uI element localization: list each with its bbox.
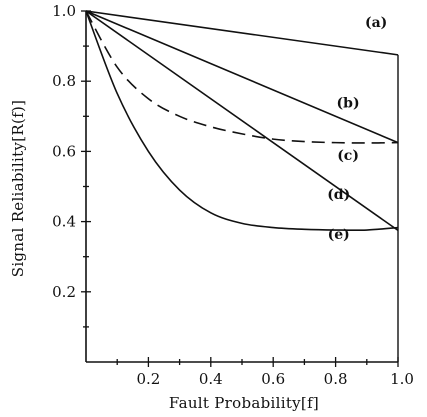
x-tick-label: 1.0 <box>390 370 414 388</box>
x-tick-label: 0.4 <box>199 370 223 388</box>
x-tick-label: 0.8 <box>324 370 348 388</box>
series-line-e <box>85 10 399 232</box>
series-lines <box>85 10 399 232</box>
curve-label-e: (e) <box>328 227 350 243</box>
curve-label-a: (a) <box>365 15 387 31</box>
series-line-b <box>85 10 399 144</box>
curve-label-d: (d) <box>327 187 350 203</box>
series-line-c <box>85 10 399 144</box>
axes <box>81 10 399 367</box>
x-tick-label: 0.6 <box>261 370 285 388</box>
y-tick-label: 0.8 <box>52 72 76 90</box>
y-tick-label: 1.0 <box>52 2 76 20</box>
series-line-a <box>85 10 399 56</box>
x-axis-title: Fault Probability[f] <box>169 394 319 412</box>
curve-label-b: (b) <box>337 96 360 112</box>
y-axis-title: Signal Reliability[R(f)] <box>9 100 27 278</box>
series-line-d <box>85 10 399 232</box>
x-tick-label: 0.2 <box>136 370 160 388</box>
y-tick-label: 0.6 <box>52 142 76 160</box>
y-tick-label: 0.4 <box>52 213 76 231</box>
labels: 0.2 0.4 0.6 0.8 1.0 0.2 0.4 0.6 0.8 1.0 Fault Prob… <box>9 2 414 412</box>
curve-label-c: (c) <box>337 148 359 164</box>
y-tick-label: 0.2 <box>52 283 76 301</box>
